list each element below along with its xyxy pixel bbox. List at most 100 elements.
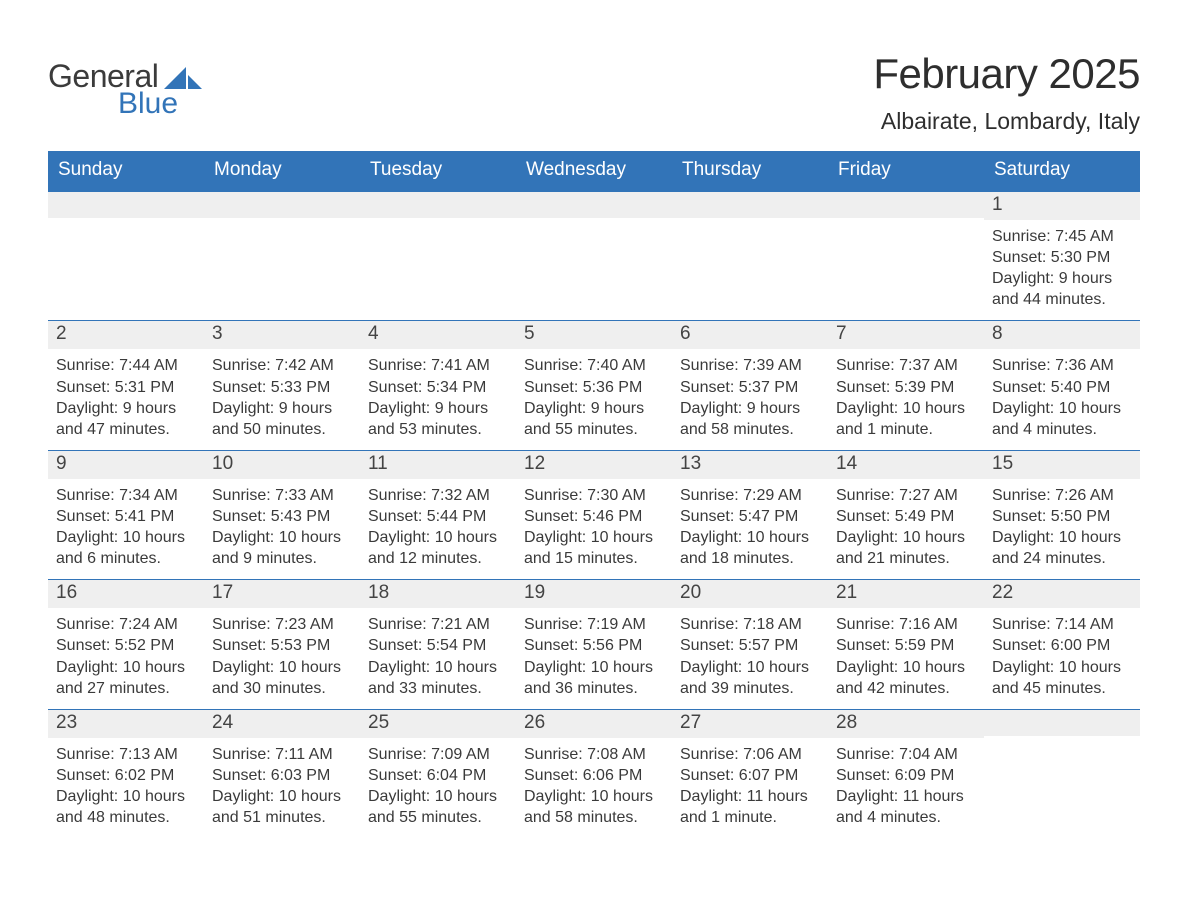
day-number: 28 [828,710,984,738]
sunrise-line: Sunrise: 7:33 AM [212,485,352,506]
daylight-line: Daylight: 10 hours and 55 minutes. [368,786,508,828]
daylight-line: Daylight: 10 hours and 9 minutes. [212,527,352,569]
calendar-day: 13Sunrise: 7:29 AMSunset: 5:47 PMDayligh… [672,451,828,579]
day-body: Sunrise: 7:04 AMSunset: 6:09 PMDaylight:… [828,738,984,838]
day-number: 13 [672,451,828,479]
calendar-day: 10Sunrise: 7:33 AMSunset: 5:43 PMDayligh… [204,451,360,579]
calendar-week: 16Sunrise: 7:24 AMSunset: 5:52 PMDayligh… [48,579,1140,708]
day-body: Sunrise: 7:37 AMSunset: 5:39 PMDaylight:… [828,349,984,449]
sunset-line: Sunset: 5:37 PM [680,377,820,398]
sunset-line: Sunset: 5:33 PM [212,377,352,398]
sunrise-line: Sunrise: 7:18 AM [680,614,820,635]
weekday-header: Friday [828,151,984,191]
calendar-day: 4Sunrise: 7:41 AMSunset: 5:34 PMDaylight… [360,321,516,449]
sunset-line: Sunset: 5:31 PM [56,377,196,398]
sunrise-line: Sunrise: 7:45 AM [992,226,1132,247]
day-body: Sunrise: 7:39 AMSunset: 5:37 PMDaylight:… [672,349,828,449]
sunset-line: Sunset: 6:03 PM [212,765,352,786]
calendar-day: 5Sunrise: 7:40 AMSunset: 5:36 PMDaylight… [516,321,672,449]
daylight-line: Daylight: 9 hours and 50 minutes. [212,398,352,440]
daylight-line: Daylight: 10 hours and 36 minutes. [524,657,664,699]
sunset-line: Sunset: 5:49 PM [836,506,976,527]
sunrise-line: Sunrise: 7:14 AM [992,614,1132,635]
daylight-line: Daylight: 10 hours and 58 minutes. [524,786,664,828]
location: Albairate, Lombardy, Italy [873,108,1140,135]
day-number: 8 [984,321,1140,349]
day-number [204,192,360,218]
calendar-day: 17Sunrise: 7:23 AMSunset: 5:53 PMDayligh… [204,580,360,708]
day-number: 18 [360,580,516,608]
day-body: Sunrise: 7:06 AMSunset: 6:07 PMDaylight:… [672,738,828,838]
sunrise-line: Sunrise: 7:30 AM [524,485,664,506]
calendar-day: 28Sunrise: 7:04 AMSunset: 6:09 PMDayligh… [828,710,984,838]
sunrise-line: Sunrise: 7:04 AM [836,744,976,765]
calendar-day: 20Sunrise: 7:18 AMSunset: 5:57 PMDayligh… [672,580,828,708]
calendar-day: 1Sunrise: 7:45 AMSunset: 5:30 PMDaylight… [984,192,1140,320]
calendar-day: 11Sunrise: 7:32 AMSunset: 5:44 PMDayligh… [360,451,516,579]
sunset-line: Sunset: 5:30 PM [992,247,1132,268]
day-number: 15 [984,451,1140,479]
sunset-line: Sunset: 6:07 PM [680,765,820,786]
daylight-line: Daylight: 10 hours and 45 minutes. [992,657,1132,699]
day-body: Sunrise: 7:18 AMSunset: 5:57 PMDaylight:… [672,608,828,708]
calendar-day: 7Sunrise: 7:37 AMSunset: 5:39 PMDaylight… [828,321,984,449]
day-body: Sunrise: 7:45 AMSunset: 5:30 PMDaylight:… [984,220,1140,320]
daylight-line: Daylight: 9 hours and 55 minutes. [524,398,664,440]
calendar-day [984,710,1140,838]
day-number: 20 [672,580,828,608]
calendar: SundayMondayTuesdayWednesdayThursdayFrid… [48,151,1140,838]
daylight-line: Daylight: 10 hours and 33 minutes. [368,657,508,699]
daylight-line: Daylight: 10 hours and 27 minutes. [56,657,196,699]
day-body: Sunrise: 7:42 AMSunset: 5:33 PMDaylight:… [204,349,360,449]
calendar-day: 23Sunrise: 7:13 AMSunset: 6:02 PMDayligh… [48,710,204,838]
sunrise-line: Sunrise: 7:44 AM [56,355,196,376]
sunrise-line: Sunrise: 7:06 AM [680,744,820,765]
daylight-line: Daylight: 9 hours and 58 minutes. [680,398,820,440]
calendar-week: 1Sunrise: 7:45 AMSunset: 5:30 PMDaylight… [48,191,1140,320]
calendar-day: 16Sunrise: 7:24 AMSunset: 5:52 PMDayligh… [48,580,204,708]
sunset-line: Sunset: 5:46 PM [524,506,664,527]
sunset-line: Sunset: 5:52 PM [56,635,196,656]
day-number [48,192,204,218]
weekday-header: Thursday [672,151,828,191]
daylight-line: Daylight: 10 hours and 48 minutes. [56,786,196,828]
calendar-day: 21Sunrise: 7:16 AMSunset: 5:59 PMDayligh… [828,580,984,708]
daylight-line: Daylight: 10 hours and 12 minutes. [368,527,508,569]
sunset-line: Sunset: 6:06 PM [524,765,664,786]
sunset-line: Sunset: 5:50 PM [992,506,1132,527]
weekday-header: Tuesday [360,151,516,191]
daylight-line: Daylight: 10 hours and 39 minutes. [680,657,820,699]
calendar-day [48,192,204,320]
daylight-line: Daylight: 10 hours and 21 minutes. [836,527,976,569]
calendar-day [828,192,984,320]
day-number [828,192,984,218]
calendar-day: 25Sunrise: 7:09 AMSunset: 6:04 PMDayligh… [360,710,516,838]
day-number: 3 [204,321,360,349]
calendar-day: 9Sunrise: 7:34 AMSunset: 5:41 PMDaylight… [48,451,204,579]
day-number: 14 [828,451,984,479]
day-number: 16 [48,580,204,608]
sail-icon [164,65,204,96]
day-number: 26 [516,710,672,738]
daylight-line: Daylight: 10 hours and 1 minute. [836,398,976,440]
day-number: 1 [984,192,1140,220]
sunset-line: Sunset: 6:04 PM [368,765,508,786]
sunset-line: Sunset: 5:41 PM [56,506,196,527]
calendar-day: 24Sunrise: 7:11 AMSunset: 6:03 PMDayligh… [204,710,360,838]
day-number [984,710,1140,736]
calendar-day [516,192,672,320]
calendar-day [360,192,516,320]
sunrise-line: Sunrise: 7:19 AM [524,614,664,635]
sunset-line: Sunset: 5:53 PM [212,635,352,656]
sunrise-line: Sunrise: 7:37 AM [836,355,976,376]
sunset-line: Sunset: 5:54 PM [368,635,508,656]
calendar-day: 3Sunrise: 7:42 AMSunset: 5:33 PMDaylight… [204,321,360,449]
daylight-line: Daylight: 9 hours and 47 minutes. [56,398,196,440]
day-body: Sunrise: 7:19 AMSunset: 5:56 PMDaylight:… [516,608,672,708]
sunset-line: Sunset: 5:57 PM [680,635,820,656]
weekday-header: Wednesday [516,151,672,191]
day-body [984,736,1140,826]
sunset-line: Sunset: 5:59 PM [836,635,976,656]
day-body [516,218,672,308]
day-number: 17 [204,580,360,608]
